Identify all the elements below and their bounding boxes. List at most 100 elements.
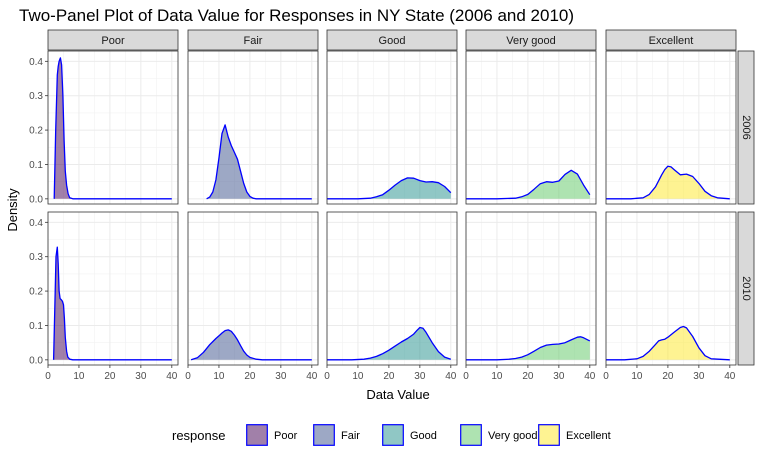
legend-label: Very good: [488, 430, 538, 442]
legend-swatch: [313, 424, 335, 446]
panel-border: [326, 50, 458, 205]
y-tick-label: 0.0: [29, 355, 43, 366]
x-tick-label: 40: [445, 371, 457, 382]
panel-2006-fair: [187, 50, 319, 205]
x-tick-label: 20: [522, 371, 534, 382]
x-tick-label: 10: [491, 371, 503, 382]
strip-fair: Fair: [187, 29, 319, 51]
panel-2006-good: [326, 50, 458, 205]
legend-label: Good: [410, 430, 437, 442]
strip-poor: Poor: [47, 29, 179, 51]
density-line-fair: [190, 329, 312, 361]
legend-label: Poor: [274, 430, 298, 442]
y-tick-label: 0.2: [29, 287, 43, 298]
panel-background: [188, 51, 318, 204]
panel-border: [187, 50, 319, 205]
x-tick-label: 30: [275, 371, 287, 382]
y-tick-label: 0.0: [29, 194, 43, 205]
density-line-poor: [52, 246, 172, 361]
x-tick-label: 0: [324, 371, 330, 382]
strip-label: Very good: [506, 35, 556, 47]
legend-item-good: Good: [382, 424, 437, 446]
x-tick-label: 10: [352, 371, 364, 382]
y-tick-label: 0.1: [29, 321, 43, 332]
legend-swatch: [460, 424, 482, 446]
x-tick-label: 30: [553, 371, 565, 382]
x-tick-label: 20: [383, 371, 395, 382]
facet-panels: Poor Fair Good Very good Excellent200620100.…: [29, 29, 755, 382]
density-area-fair: [191, 329, 312, 360]
density-line-poor: [53, 57, 172, 200]
legend-item-excellent: Excellent: [538, 424, 611, 446]
legend-label: Excellent: [566, 430, 611, 442]
strip-label: Fair: [244, 35, 263, 47]
panel-2010-fair: 0 10 20 30 40: [185, 211, 319, 382]
panel-2006-poor: 0.0 0.1 0.2 0.3 0.4: [29, 50, 179, 205]
density-area-excellent: [606, 166, 730, 199]
panel-border: [187, 211, 319, 366]
density-area-poor: [53, 247, 172, 360]
panel-2010-poor: 0.0 0.1 0.2 0.3 0.4 0 10 20 30 40: [29, 211, 179, 382]
strip-2006: 2006: [737, 50, 755, 205]
panel-2010-good: 0 10 20 30 40: [324, 211, 458, 382]
y-tick-label: 0.1: [29, 160, 43, 171]
strip-background: [47, 29, 179, 51]
panel-2010-very-good: 0 10 20 30 40: [463, 211, 597, 382]
y-tick-label: 0.2: [29, 126, 43, 137]
legend: response Poor Fair Good Very good Excellent: [172, 424, 611, 446]
x-axis-title: Data Value: [366, 387, 429, 402]
panel-background: [48, 51, 178, 204]
x-tick-label: 30: [693, 371, 705, 382]
panel-background: [48, 212, 178, 365]
x-tick-label: 40: [584, 371, 596, 382]
x-tick-label: 10: [73, 371, 85, 382]
strip-good: Good: [326, 29, 458, 51]
panel-border: [326, 211, 458, 366]
panel-border: [605, 50, 737, 205]
x-tick-label: 10: [631, 371, 643, 382]
y-tick-label: 0.4: [29, 57, 43, 68]
legend-item-poor: Poor: [246, 424, 298, 446]
x-tick-label: 20: [662, 371, 674, 382]
y-tick-label: 0.3: [29, 252, 43, 263]
x-tick-label: 10: [213, 371, 225, 382]
strip-background: [465, 29, 597, 51]
panel-border: [605, 211, 737, 366]
density-area-good: [327, 177, 451, 199]
x-tick-label: 20: [104, 371, 116, 382]
panel-2010-excellent: 0 10 20 30 40: [603, 211, 737, 382]
density-area-very-good: [466, 336, 590, 360]
density-area-good: [327, 327, 451, 360]
density-area-very-good: [466, 170, 590, 199]
x-tick-label: 0: [603, 371, 609, 382]
density-area-fair: [206, 124, 312, 199]
panel-2006-excellent: [605, 50, 737, 205]
panel-border: [47, 50, 179, 205]
density-area-excellent: [606, 326, 730, 360]
x-tick-label: 30: [414, 371, 426, 382]
strip-label: 2010: [740, 276, 752, 300]
panel-background: [327, 212, 457, 365]
strip-background: [326, 29, 458, 51]
x-tick-label: 0: [45, 371, 51, 382]
y-tick-label: 0.4: [29, 218, 43, 229]
legend-item-very-good: Very good: [460, 424, 538, 446]
density-line-very-good: [466, 336, 591, 361]
panel-background: [188, 212, 318, 365]
panel-border: [465, 50, 597, 205]
legend-item-fair: Fair: [313, 424, 360, 446]
y-tick-label: 0.3: [29, 91, 43, 102]
density-line-excellent: [606, 325, 730, 361]
strip-excellent: Excellent: [605, 29, 737, 51]
strip-label: Good: [379, 35, 406, 47]
density-line-very-good: [466, 169, 591, 200]
x-tick-label: 40: [724, 371, 736, 382]
strip-label: Excellent: [649, 35, 694, 47]
legend-title: response: [172, 428, 225, 443]
legend-swatch: [538, 424, 560, 446]
x-tick-label: 40: [166, 371, 178, 382]
density-line-fair: [206, 124, 312, 200]
legend-label: Fair: [341, 430, 360, 442]
strip-label: Poor: [101, 35, 125, 47]
